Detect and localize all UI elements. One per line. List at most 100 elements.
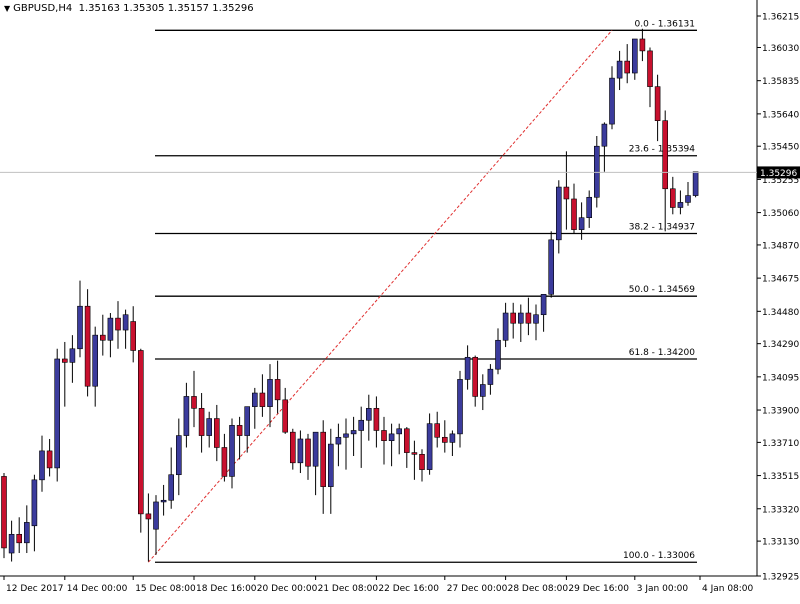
bull-candle xyxy=(54,358,61,469)
bull-candle xyxy=(365,408,372,421)
bull-candle xyxy=(92,334,98,387)
time-tick-label: 29 Dec 16:00 xyxy=(568,584,629,594)
bear-candle xyxy=(320,431,327,487)
bull-candle xyxy=(267,379,273,407)
price-tick-label: 1.33515 xyxy=(762,472,799,482)
bull-candle xyxy=(252,392,258,407)
bull-candle xyxy=(609,77,615,125)
current-price-label: 1.35296 xyxy=(760,169,797,179)
bear-candle xyxy=(647,50,653,87)
bear-candle xyxy=(221,447,228,477)
bull-candle xyxy=(677,202,684,208)
fib-level-label: 38.2 - 1.34937 xyxy=(629,223,695,233)
collapse-triangle-icon[interactable]: ▼ xyxy=(4,4,11,13)
bear-candle xyxy=(100,334,106,341)
bear-candle xyxy=(289,431,296,464)
bull-candle xyxy=(160,499,167,503)
symbol-label: GBPUSD,H4 xyxy=(13,3,73,14)
low-value: 1.35157 xyxy=(167,3,210,14)
bull-candle xyxy=(153,501,159,530)
price-tick-label: 1.35450 xyxy=(762,143,799,153)
bear-candle xyxy=(624,60,631,74)
bull-candle xyxy=(176,435,182,476)
bull-candle xyxy=(685,195,691,203)
time-tick-label: 22 Dec 16:00 xyxy=(378,584,439,594)
bull-candle xyxy=(122,314,129,331)
bull-candle xyxy=(244,406,250,436)
price-tick-label: 1.34480 xyxy=(762,308,799,318)
bull-candle xyxy=(23,522,30,544)
bear-candle xyxy=(259,392,266,407)
price-tick-label: 1.33900 xyxy=(762,407,799,417)
time-tick-label: 28 Dec 08:00 xyxy=(508,584,569,594)
bull-candle xyxy=(229,425,235,477)
time-tick-label: 27 Dec 00:00 xyxy=(447,584,508,594)
price-tick-label: 1.34675 xyxy=(762,275,799,285)
bear-candle xyxy=(373,408,380,431)
price-tick-label: 1.34870 xyxy=(762,241,799,251)
price-tick-label: 1.35255 xyxy=(762,176,799,186)
bear-candle xyxy=(669,188,676,208)
bear-candle xyxy=(525,312,532,324)
time-tick-label: 18 Dec 16:00 xyxy=(196,584,257,594)
bear-candle xyxy=(274,379,281,401)
price-tick-label: 1.32925 xyxy=(762,573,799,583)
bull-candle xyxy=(168,474,174,501)
time-tick-label: 15 Dec 08:00 xyxy=(135,584,196,594)
price-tick-label: 1.33130 xyxy=(762,538,799,548)
time-tick-label: 4 Jan 08:00 xyxy=(702,584,754,594)
bull-candle xyxy=(426,423,433,470)
fib-level-label: 100.0 - 1.33006 xyxy=(623,551,695,561)
fib-level-label: 61.8 - 1.34200 xyxy=(629,348,695,358)
bear-candle xyxy=(282,399,289,433)
bear-candle xyxy=(84,305,91,387)
close-value: 1.35296 xyxy=(212,3,254,14)
bull-candle xyxy=(358,419,365,431)
bull-candle xyxy=(692,171,699,196)
bull-candle xyxy=(464,356,471,380)
bear-candle xyxy=(115,317,121,331)
bear-candle xyxy=(130,321,136,351)
bull-candle xyxy=(479,384,486,397)
bull-candle xyxy=(77,305,83,350)
fib-level-label: 0.0 - 1.36131 xyxy=(635,19,696,29)
bull-candle xyxy=(183,396,190,436)
bull-candle xyxy=(533,314,539,324)
fib-level-label: 50.0 - 1.34569 xyxy=(629,285,695,295)
bear-candle xyxy=(571,198,577,230)
bull-candle xyxy=(8,533,15,554)
time-tick-label: 14 Dec 00:00 xyxy=(67,584,128,594)
bear-candle xyxy=(441,436,448,443)
current-price-tag xyxy=(757,166,800,179)
price-tick-label: 1.35640 xyxy=(762,110,799,120)
time-tick-label: 21 Dec 08:00 xyxy=(318,584,379,594)
bear-candle xyxy=(381,430,387,441)
price-tick-label: 1.34290 xyxy=(762,340,799,350)
time-tick-label: 20 Dec 00:00 xyxy=(257,584,318,594)
bull-candle xyxy=(69,348,76,363)
time-tick-label: 3 Jan 00:00 xyxy=(637,584,689,594)
bull-candle xyxy=(601,123,608,147)
bull-candle xyxy=(631,38,638,74)
bear-candle xyxy=(419,453,425,470)
bull-candle xyxy=(586,196,593,219)
bull-candle xyxy=(449,433,456,443)
bear-candle xyxy=(214,418,220,448)
bull-candle xyxy=(540,293,547,316)
bull-candle xyxy=(487,368,494,385)
bear-candle xyxy=(1,476,7,549)
symbol-header: ▼ GBPUSD,H4 1.35163 1.35305 1.35157 1.352… xyxy=(4,3,254,14)
bear-candle xyxy=(563,186,570,200)
bear-candle xyxy=(236,425,243,436)
bull-candle xyxy=(31,479,38,527)
bull-candle xyxy=(327,443,334,487)
bull-candle xyxy=(593,145,600,198)
bear-candle xyxy=(145,513,152,520)
bull-candle xyxy=(517,312,524,324)
bull-candle xyxy=(548,239,555,295)
bear-candle xyxy=(198,408,205,436)
price-tick-label: 1.35060 xyxy=(762,209,799,219)
price-tick-label: 1.35835 xyxy=(762,77,799,87)
